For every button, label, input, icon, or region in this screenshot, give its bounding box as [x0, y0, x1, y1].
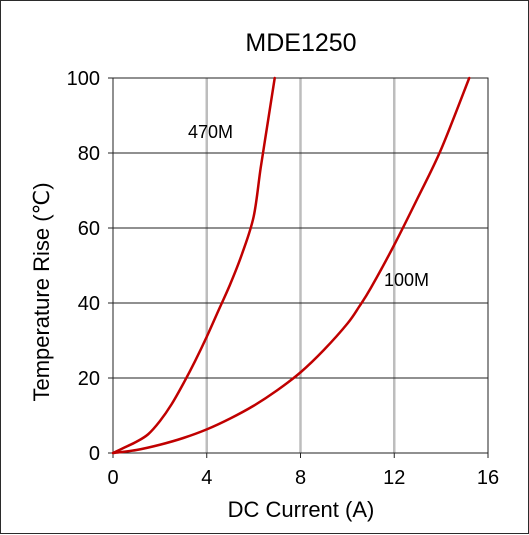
x-tick-label: 12 [383, 467, 405, 489]
y-tick-label: 0 [89, 443, 100, 465]
x-tick-label: 0 [107, 467, 118, 489]
axes [108, 77, 489, 458]
series-label-470m: 470M [188, 122, 233, 142]
y-tick-label: 80 [78, 143, 100, 165]
series-line-470m [111, 76, 276, 455]
tick-labels: 0 4 8 12 16 0 20 40 60 80 100 [67, 68, 500, 489]
chart-title: MDE1250 [245, 29, 356, 57]
y-tick-label: 20 [78, 368, 100, 390]
grid [113, 78, 488, 453]
y-axis-label: Temperature Rise (℃) [29, 182, 54, 401]
x-tick-label: 4 [201, 467, 212, 489]
series-line-100m [111, 76, 471, 455]
series-label-100m: 100M [384, 270, 429, 290]
series [111, 76, 471, 455]
y-tick-label: 60 [78, 218, 100, 240]
y-tick-label: 40 [78, 293, 100, 315]
series-labels: 470M 100M [188, 122, 429, 290]
x-axis-label: DC Current (A) [228, 497, 375, 522]
x-tick-label: 16 [477, 467, 499, 489]
x-tick-label: 8 [295, 467, 306, 489]
y-tick-label: 100 [67, 68, 100, 90]
